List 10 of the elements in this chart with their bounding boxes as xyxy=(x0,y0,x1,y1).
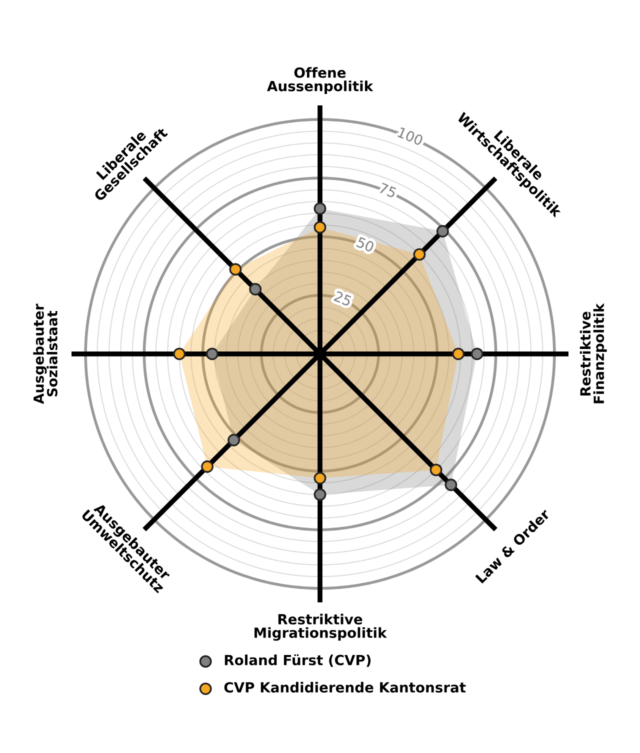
y-tick-label: 50 xyxy=(356,236,375,252)
legend-label: Roland Fürst (CVP) xyxy=(224,654,371,667)
spoke-label: Ausgebauter Sozialstaat xyxy=(33,304,58,404)
spoke-label: Offene Aussenpolitik xyxy=(267,67,374,94)
spoke-label: Restriktive Migrationspolitik xyxy=(254,614,388,641)
spoke-label: Restriktive Finanzpolitik xyxy=(580,303,607,404)
y-tick-label: 25 xyxy=(334,290,352,306)
legend-label: CVP Kandidierende Kantonsrat xyxy=(224,682,466,693)
y-tick-label: 100 xyxy=(397,126,424,146)
y-tick-label: 75 xyxy=(378,182,397,198)
